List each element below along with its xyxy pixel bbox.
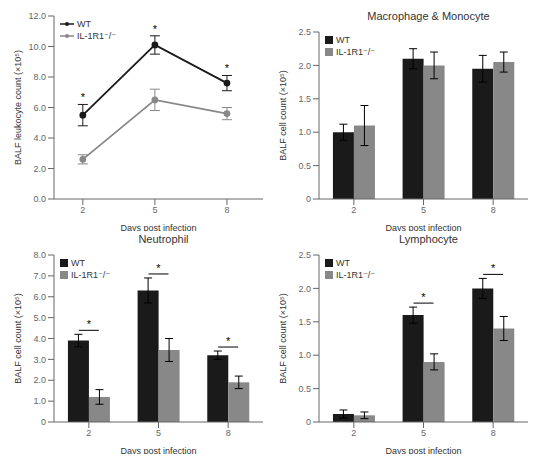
html-text:Lymphocyte: Lymphocyte: [399, 233, 458, 245]
svg-text:*: *: [491, 262, 496, 274]
html-text:WT: WT: [71, 258, 85, 268]
svg-text:2.0: 2.0: [33, 164, 46, 174]
svg-text:12.0: 12.0: [28, 11, 46, 21]
svg-text:5: 5: [156, 428, 161, 438]
svg-text:*: *: [226, 335, 231, 347]
svg-text:Days post infection: Days post infection: [385, 223, 461, 231]
svg-text:BALF cell count (×10⁵): BALF cell count (×10⁵): [278, 70, 288, 161]
svg-text:8.0: 8.0: [33, 72, 46, 82]
html-text:IL-1R1⁻/⁻: IL-1R1⁻/⁻: [77, 31, 116, 41]
svg-text:6.0: 6.0: [33, 103, 46, 113]
html-text:WT: WT: [77, 19, 91, 29]
svg-text:8: 8: [491, 428, 496, 438]
svg-text:*: *: [153, 23, 158, 35]
svg-text:8.0: 8.0: [33, 250, 46, 260]
svg-text:2: 2: [86, 428, 91, 438]
svg-text:2.5: 2.5: [298, 250, 311, 260]
svg-text:2.0: 2.0: [33, 375, 46, 385]
svg-text:2: 2: [351, 428, 356, 438]
svg-text:5.0: 5.0: [33, 313, 46, 323]
svg-text:Days post infection: Days post infection: [120, 446, 196, 454]
html-text:Macrophage & Monocyte: Macrophage & Monocyte: [367, 10, 490, 22]
svg-text:6.0: 6.0: [33, 292, 46, 302]
svg-text:5: 5: [152, 205, 157, 215]
svg-text:1.0: 1.0: [33, 396, 46, 406]
svg-text:1.0: 1.0: [298, 350, 311, 360]
svg-text:0.5: 0.5: [298, 384, 311, 394]
svg-text:BALF cell count (×10⁵): BALF cell count (×10⁵): [13, 293, 23, 384]
svg-text:1.0: 1.0: [298, 127, 311, 137]
svg-text:*: *: [81, 91, 86, 103]
html-text:IL-1R1⁻/⁻: IL-1R1⁻/⁻: [71, 270, 110, 280]
svg-text:BALF cell count (×10⁵): BALF cell count (×10⁵): [278, 293, 288, 384]
html-text:WT: WT: [336, 35, 350, 45]
html-text:WT: WT: [336, 258, 350, 268]
svg-text:3.0: 3.0: [33, 355, 46, 365]
svg-text:*: *: [421, 291, 426, 303]
svg-text:0: 0: [41, 417, 46, 427]
svg-text:0: 0: [306, 194, 311, 204]
svg-text:0.0: 0.0: [33, 194, 46, 204]
svg-text:5: 5: [421, 205, 426, 215]
svg-text:Days post infection: Days post infection: [120, 223, 196, 231]
svg-text:4.0: 4.0: [33, 334, 46, 344]
svg-text:2.0: 2.0: [298, 284, 311, 294]
svg-text:8: 8: [226, 428, 231, 438]
svg-text:BALF leukocyte count (×10⁵): BALF leukocyte count (×10⁵): [13, 50, 23, 165]
svg-text:0.5: 0.5: [298, 161, 311, 171]
svg-text:8: 8: [491, 205, 496, 215]
svg-text:2.0: 2.0: [298, 61, 311, 71]
svg-text:Days post infection: Days post infection: [385, 446, 461, 454]
svg-text:0: 0: [306, 417, 311, 427]
svg-text:5: 5: [421, 428, 426, 438]
svg-text:2.5: 2.5: [298, 27, 311, 37]
svg-text:2: 2: [80, 205, 85, 215]
svg-text:4.0: 4.0: [33, 133, 46, 143]
html-text:IL-1R1⁻/⁻: IL-1R1⁻/⁻: [336, 47, 375, 57]
svg-text:1.5: 1.5: [298, 94, 311, 104]
html-text:IL-1R1⁻/⁻: IL-1R1⁻/⁻: [336, 270, 375, 280]
svg-text:2: 2: [351, 205, 356, 215]
svg-text:*: *: [156, 262, 161, 274]
svg-text:7.0: 7.0: [33, 271, 46, 281]
svg-text:1.5: 1.5: [298, 317, 311, 327]
html-text:Neutrophil: Neutrophil: [138, 233, 189, 245]
svg-text:*: *: [225, 62, 230, 74]
svg-text:*: *: [87, 318, 92, 330]
svg-text:10.0: 10.0: [28, 42, 46, 52]
svg-text:8: 8: [224, 205, 229, 215]
